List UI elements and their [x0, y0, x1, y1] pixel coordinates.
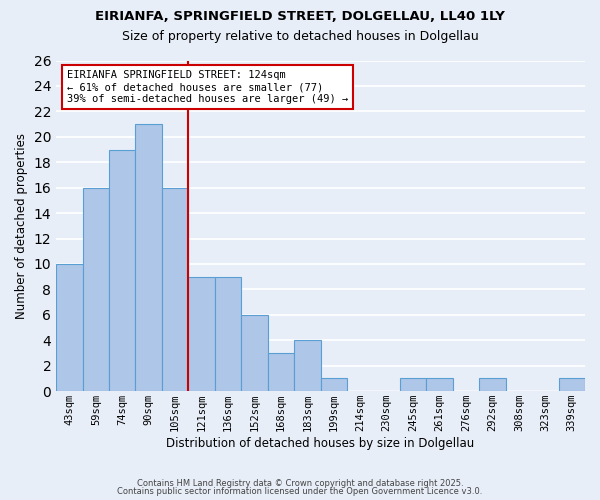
Y-axis label: Number of detached properties: Number of detached properties	[15, 133, 28, 319]
Bar	[400, 378, 427, 391]
Bar	[136, 124, 162, 391]
Bar	[83, 188, 109, 391]
Bar	[479, 378, 506, 391]
Bar	[188, 276, 215, 391]
Text: EIRIANFA SPRINGFIELD STREET: 124sqm
← 61% of detached houses are smaller (77)
39: EIRIANFA SPRINGFIELD STREET: 124sqm ← 61…	[67, 70, 348, 104]
Bar	[162, 188, 188, 391]
Bar	[268, 353, 294, 391]
Bar	[559, 378, 585, 391]
Bar	[109, 150, 136, 391]
Text: Contains HM Land Registry data © Crown copyright and database right 2025.: Contains HM Land Registry data © Crown c…	[137, 478, 463, 488]
Bar	[56, 264, 83, 391]
Text: EIRIANFA, SPRINGFIELD STREET, DOLGELLAU, LL40 1LY: EIRIANFA, SPRINGFIELD STREET, DOLGELLAU,…	[95, 10, 505, 23]
Text: Contains public sector information licensed under the Open Government Licence v3: Contains public sector information licen…	[118, 487, 482, 496]
Bar	[294, 340, 320, 391]
Bar	[215, 276, 241, 391]
Text: Size of property relative to detached houses in Dolgellau: Size of property relative to detached ho…	[122, 30, 478, 43]
Bar	[241, 315, 268, 391]
Bar	[320, 378, 347, 391]
Bar	[427, 378, 453, 391]
X-axis label: Distribution of detached houses by size in Dolgellau: Distribution of detached houses by size …	[166, 437, 475, 450]
